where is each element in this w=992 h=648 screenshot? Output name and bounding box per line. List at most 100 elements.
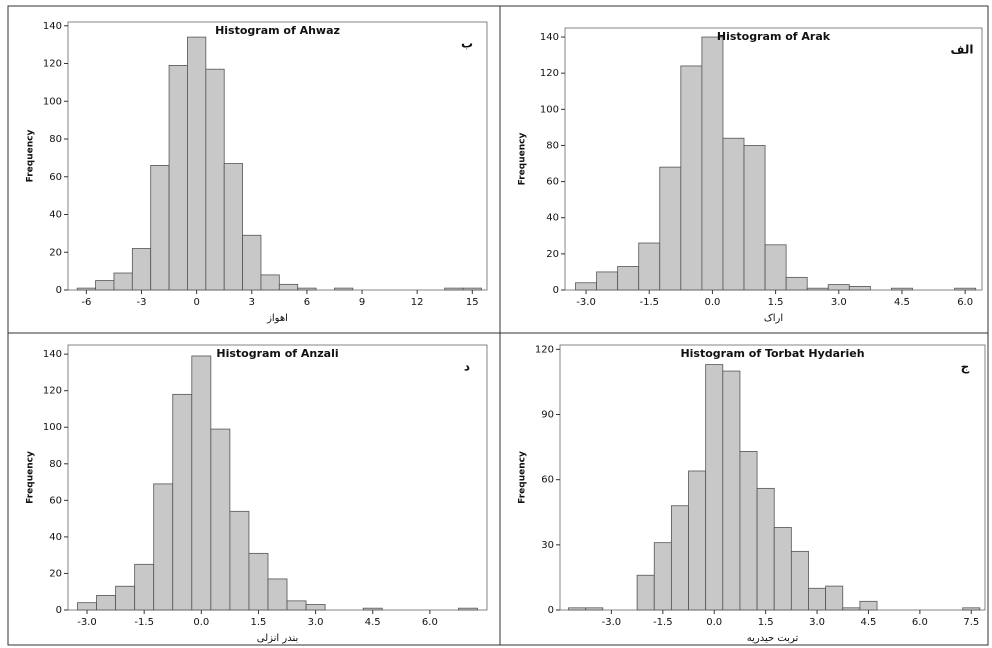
y-axis-label: Frequency: [518, 451, 528, 504]
x-tick-label: 3.0: [809, 617, 825, 628]
bar: [568, 607, 587, 611]
bar: [458, 607, 478, 611]
x-tick-label: -3.0: [576, 297, 596, 308]
y-tick-label: 90: [541, 410, 554, 421]
bar: [739, 451, 758, 611]
x-tick-label: 12: [411, 297, 424, 308]
x-tick-label: 4.5: [365, 617, 381, 628]
bar: [705, 364, 724, 611]
y-tick-label: 60: [546, 177, 559, 188]
bar: [96, 594, 117, 611]
bar: [242, 234, 262, 291]
bar: [827, 284, 850, 291]
bar: [825, 585, 844, 611]
y-tick-label: 120: [43, 59, 62, 70]
y-tick-label: 40: [546, 213, 559, 224]
bar: [756, 487, 775, 611]
y-tick-label: 120: [535, 344, 554, 355]
bar: [743, 145, 766, 291]
x-axis-label: اهواز: [266, 313, 288, 324]
bar: [596, 271, 619, 291]
y-tick-label: 140: [43, 21, 62, 32]
bar: [670, 505, 689, 611]
x-tick-label: 0.0: [193, 617, 209, 628]
panel-label: د: [464, 360, 470, 374]
x-tick-label: 1.5: [768, 297, 784, 308]
y-tick-label: 60: [49, 495, 62, 506]
bar: [260, 274, 280, 291]
y-tick-label: 60: [49, 172, 62, 183]
bar: [191, 355, 212, 611]
y-tick-label: 120: [43, 386, 62, 397]
y-tick-label: 0: [56, 605, 62, 616]
bar: [859, 600, 878, 611]
bar: [278, 283, 299, 291]
plot-area: [67, 344, 488, 611]
y-tick-label: 0: [548, 605, 554, 616]
x-tick-label: 9: [359, 297, 365, 308]
y-tick-label: 40: [49, 532, 62, 543]
x-tick-label: 6.0: [957, 297, 973, 308]
panel-border: [499, 332, 989, 646]
panel-label: ج: [961, 360, 970, 374]
y-axis-label: Frequency: [26, 451, 36, 504]
bar: [248, 552, 269, 611]
bar: [134, 563, 155, 611]
bar: [764, 244, 787, 291]
bar: [76, 287, 96, 291]
y-tick-label: 80: [49, 134, 62, 145]
y-axis-label: Frequency: [518, 133, 528, 186]
x-tick-label: -6: [81, 297, 91, 308]
bar: [115, 585, 136, 611]
bar: [891, 287, 913, 291]
panel-label: الف: [951, 43, 974, 57]
bar: [785, 276, 808, 291]
x-tick-label: 4.5: [894, 297, 910, 308]
bar: [575, 282, 597, 291]
x-tick-label: 3.0: [831, 297, 847, 308]
bar: [722, 137, 745, 291]
bar: [701, 36, 724, 291]
x-tick-label: 3.0: [308, 617, 324, 628]
y-tick-label: 120: [540, 68, 559, 79]
x-tick-label: 6: [304, 297, 310, 308]
y-tick-label: 80: [49, 459, 62, 470]
x-tick-label: -1.5: [639, 297, 659, 308]
bar: [680, 65, 703, 291]
bar: [773, 527, 792, 611]
bar: [153, 483, 174, 611]
x-axis-label: اراک: [764, 313, 783, 324]
bar: [962, 607, 981, 611]
bar: [77, 602, 97, 611]
bar: [722, 370, 741, 611]
bar: [659, 166, 682, 291]
bar: [205, 68, 225, 291]
bar: [806, 287, 829, 291]
bar: [267, 578, 288, 611]
y-axis-label: Frequency: [26, 130, 36, 183]
bar: [95, 280, 115, 291]
y-tick-label: 100: [540, 104, 559, 115]
chart-title: Histogram of Torbat Hydarieh: [680, 347, 864, 360]
x-tick-label: -3.0: [77, 617, 97, 628]
chart-title: Histogram of Arak: [717, 30, 831, 43]
y-tick-label: 20: [546, 249, 559, 260]
x-tick-label: 15: [466, 297, 479, 308]
bar: [585, 607, 604, 611]
bar: [297, 287, 317, 291]
plot-area: [67, 21, 488, 291]
x-axis-label: تربت حیدریه: [747, 633, 799, 644]
x-tick-label: 6.0: [422, 617, 438, 628]
bar: [168, 65, 188, 291]
x-tick-label: 1.5: [251, 617, 267, 628]
panel-label: ب: [461, 37, 473, 51]
bar: [229, 510, 250, 611]
bar: [286, 600, 307, 611]
x-tick-label: 6.0: [912, 617, 928, 628]
bar: [790, 550, 809, 611]
bar: [636, 574, 655, 611]
bar: [617, 266, 640, 291]
x-tick-label: -1.5: [653, 617, 673, 628]
bar: [954, 287, 977, 291]
